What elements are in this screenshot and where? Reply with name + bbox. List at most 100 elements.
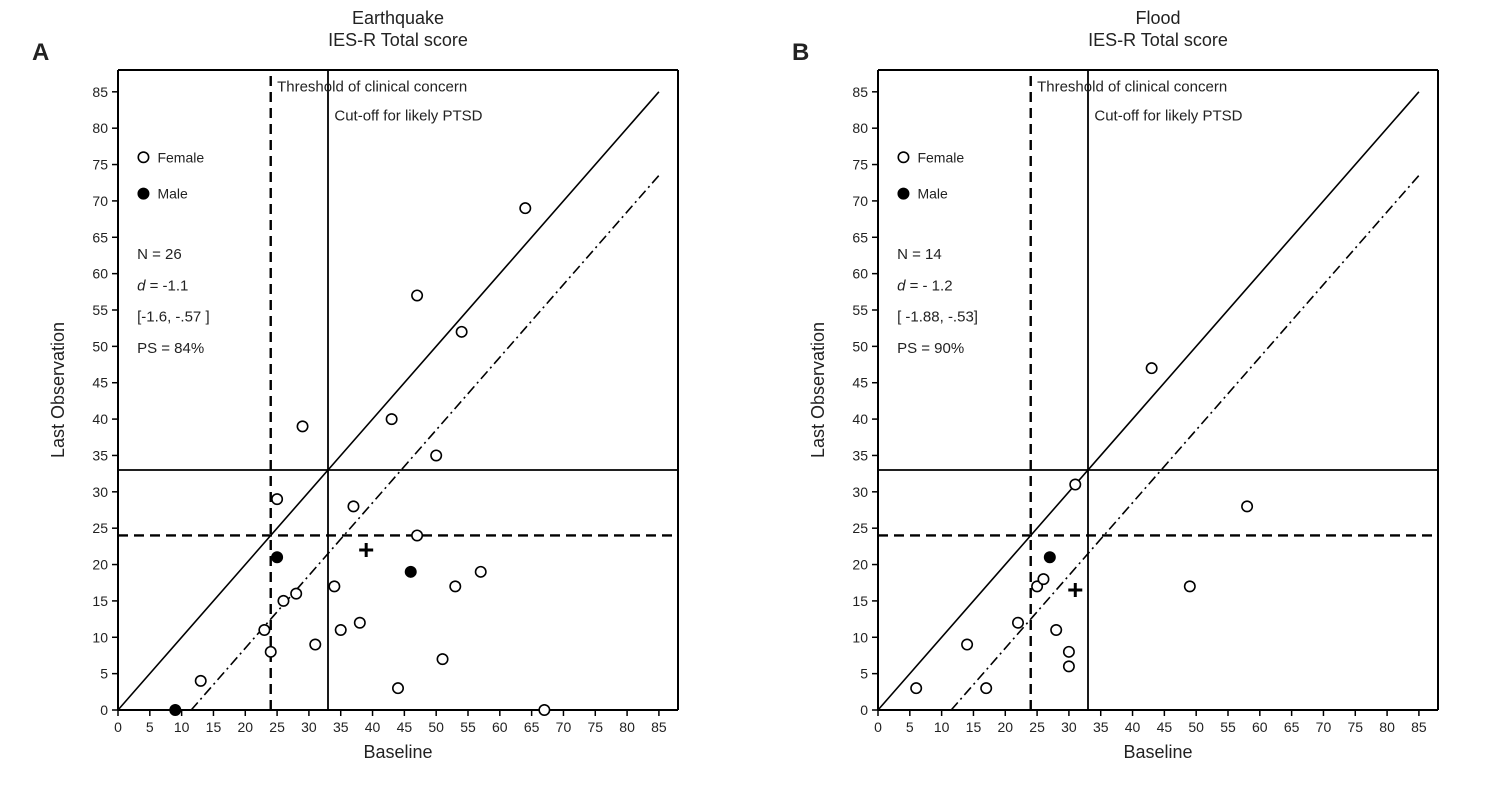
data-point-female [393, 683, 403, 693]
data-point-female [336, 625, 346, 635]
scatter-panel: 0510152025303540455055606570758085051015… [790, 0, 1470, 800]
x-tick-label: 80 [1379, 719, 1395, 735]
panel-title-line2: IES-R Total score [328, 30, 468, 50]
data-point-female [1038, 574, 1048, 584]
y-tick-label: 50 [852, 338, 868, 354]
x-tick-label: 10 [174, 719, 190, 735]
data-point-female [412, 530, 422, 540]
y-tick-label: 10 [92, 629, 108, 645]
y-tick-label: 35 [92, 447, 108, 463]
stats-line: N = 26 [137, 246, 182, 263]
x-tick-label: 40 [1125, 719, 1141, 735]
x-tick-label: 10 [934, 719, 950, 735]
data-point-female [259, 625, 269, 635]
y-tick-label: 65 [92, 229, 108, 245]
offset-line [951, 175, 1419, 710]
stats-line: d = - 1.2 [897, 277, 952, 294]
x-tick-label: 0 [874, 719, 882, 735]
data-point-female [310, 639, 320, 649]
data-point-female [1070, 479, 1080, 489]
y-tick-label: 85 [92, 84, 108, 100]
y-tick-label: 45 [92, 375, 108, 391]
data-point-male [272, 552, 282, 562]
ptsd-label: Cut-off for likely PTSD [1094, 107, 1242, 124]
x-tick-label: 30 [1061, 719, 1077, 735]
data-point-female [266, 647, 276, 657]
y-tick-label: 40 [852, 411, 868, 427]
x-tick-label: 65 [1284, 719, 1300, 735]
y-tick-label: 40 [92, 411, 108, 427]
panel-title-line2: IES-R Total score [1088, 30, 1228, 50]
x-tick-label: 85 [1411, 719, 1427, 735]
y-tick-label: 15 [92, 593, 108, 609]
data-point-male [1045, 552, 1055, 562]
data-point-female [1051, 625, 1061, 635]
x-tick-label: 30 [301, 719, 317, 735]
panel-title-line1: Earthquake [352, 8, 444, 28]
y-tick-label: 45 [852, 375, 868, 391]
data-point-male [170, 705, 180, 715]
threshold-label: Threshold of clinical concern [1037, 78, 1227, 95]
y-tick-label: 70 [92, 193, 108, 209]
y-axis-label: Last Observation [48, 322, 68, 458]
y-tick-label: 10 [852, 629, 868, 645]
y-axis-label: Last Observation [808, 322, 828, 458]
data-point-female [431, 450, 441, 460]
data-point-female [1013, 618, 1023, 628]
identity-line [118, 92, 659, 710]
legend-marker [898, 152, 908, 162]
y-tick-label: 50 [92, 338, 108, 354]
data-point-female [911, 683, 921, 693]
x-tick-label: 35 [333, 719, 349, 735]
x-axis-label: Baseline [1123, 742, 1192, 762]
y-tick-label: 20 [92, 557, 108, 573]
y-tick-label: 60 [92, 266, 108, 282]
figure-wrap: { "figure": { "width_px": 1496, "height_… [0, 0, 1496, 800]
x-tick-label: 65 [524, 719, 540, 735]
x-tick-label: 45 [397, 719, 413, 735]
y-tick-label: 25 [92, 520, 108, 536]
stats-line: PS = 84% [137, 340, 204, 357]
panel-letter: A [32, 39, 49, 66]
y-tick-label: 85 [852, 84, 868, 100]
stats-line: d = -1.1 [137, 277, 188, 294]
x-tick-label: 25 [269, 719, 285, 735]
x-tick-label: 55 [460, 719, 476, 735]
y-tick-label: 20 [852, 557, 868, 573]
y-tick-label: 75 [92, 157, 108, 173]
x-tick-label: 60 [1252, 719, 1268, 735]
data-point-female [981, 683, 991, 693]
identity-line [878, 92, 1419, 710]
scatter-panel: 0510152025303540455055606570758085051015… [30, 0, 710, 800]
legend-marker [898, 188, 908, 198]
data-point-female [1146, 363, 1156, 373]
stats-line: [ -1.88, -.53] [897, 309, 978, 326]
y-tick-label: 30 [852, 484, 868, 500]
data-point-female [1185, 581, 1195, 591]
legend-female-label: Female [157, 149, 204, 165]
y-tick-label: 65 [852, 229, 868, 245]
x-tick-label: 5 [906, 719, 914, 735]
x-tick-label: 20 [997, 719, 1013, 735]
legend-marker [138, 152, 148, 162]
scatter-svg: 0510152025303540455055606570758085051015… [790, 0, 1470, 800]
stats-line: PS = 90% [897, 340, 964, 357]
x-tick-label: 35 [1093, 719, 1109, 735]
y-tick-label: 60 [852, 266, 868, 282]
x-tick-label: 50 [428, 719, 444, 735]
data-point-female [355, 618, 365, 628]
x-tick-label: 25 [1029, 719, 1045, 735]
legend-female-label: Female [917, 149, 964, 165]
y-tick-label: 80 [92, 120, 108, 136]
data-point-female [297, 421, 307, 431]
x-tick-label: 15 [206, 719, 222, 735]
x-tick-label: 50 [1188, 719, 1204, 735]
data-point-female [520, 203, 530, 213]
y-tick-label: 15 [852, 593, 868, 609]
x-tick-label: 85 [651, 719, 667, 735]
scatter-svg: 0510152025303540455055606570758085051015… [30, 0, 710, 800]
y-tick-label: 75 [852, 157, 868, 173]
data-point-female [437, 654, 447, 664]
x-tick-label: 55 [1220, 719, 1236, 735]
data-point-female [1064, 647, 1074, 657]
